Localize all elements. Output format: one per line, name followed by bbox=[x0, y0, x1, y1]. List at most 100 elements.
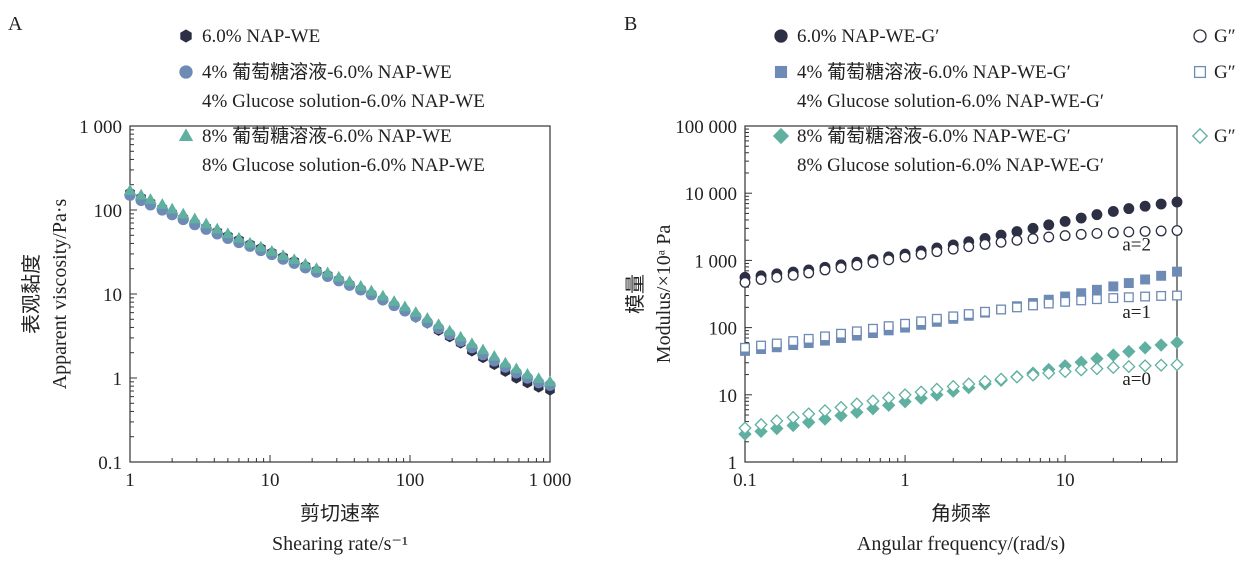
x-tick-label: 1 bbox=[125, 470, 135, 491]
legend-marker bbox=[774, 65, 788, 79]
data-point bbox=[883, 254, 895, 266]
data-point bbox=[755, 274, 767, 285]
panel-a-data-points bbox=[123, 184, 557, 396]
data-point bbox=[1172, 266, 1182, 277]
data-point bbox=[803, 267, 815, 279]
data-point bbox=[916, 316, 927, 327]
data-point bbox=[1091, 284, 1102, 295]
data-point bbox=[931, 246, 943, 258]
data-point bbox=[243, 236, 257, 248]
series-3 bbox=[123, 184, 557, 387]
data-point bbox=[1075, 228, 1087, 240]
data-point bbox=[786, 410, 800, 425]
data-point bbox=[134, 188, 148, 200]
y-tick-label: 1 000 bbox=[79, 117, 122, 138]
data-point bbox=[510, 362, 523, 374]
data-point bbox=[1027, 233, 1039, 245]
legend-label: G″ bbox=[1214, 26, 1236, 47]
data-point bbox=[820, 331, 830, 342]
series-5 bbox=[738, 335, 1184, 441]
x-tick-label: 1 000 bbox=[529, 470, 572, 491]
y-tick-label: 0.1 bbox=[98, 453, 122, 474]
panel-b-ylabel-en: Modulus/×10ᵃ Pa bbox=[653, 225, 675, 364]
data-point bbox=[1122, 359, 1136, 374]
data-point bbox=[1122, 344, 1136, 359]
data-point bbox=[802, 415, 816, 429]
data-point bbox=[898, 388, 912, 402]
data-point bbox=[1075, 212, 1087, 224]
data-point bbox=[288, 253, 301, 265]
data-point bbox=[177, 207, 190, 219]
data-point bbox=[476, 343, 490, 355]
y-tick-label: 100 bbox=[709, 319, 738, 340]
data-point bbox=[835, 262, 847, 274]
legend-label: 4% 葡萄糖溶液-6.0% NAP-WE bbox=[202, 61, 452, 83]
data-point bbox=[740, 342, 750, 353]
x-tick-label: 10 bbox=[1056, 470, 1075, 491]
data-point bbox=[1138, 341, 1152, 355]
data-point bbox=[156, 198, 169, 209]
data-point bbox=[978, 374, 992, 389]
data-point bbox=[914, 385, 928, 399]
data-point bbox=[1155, 225, 1167, 237]
data-point bbox=[1156, 270, 1167, 281]
data-point bbox=[232, 231, 246, 243]
data-point bbox=[770, 421, 784, 436]
data-point bbox=[1139, 200, 1151, 212]
data-point bbox=[1123, 203, 1135, 215]
panel-a-xlabel-en: Shearing rate/s⁻¹ bbox=[272, 533, 408, 555]
data-point bbox=[1058, 364, 1072, 379]
data-point bbox=[802, 407, 816, 421]
data-point bbox=[851, 259, 863, 271]
data-point bbox=[1140, 274, 1151, 285]
data-point bbox=[1123, 226, 1135, 238]
data-point bbox=[979, 238, 991, 250]
x-tick-label: 100 bbox=[396, 470, 425, 491]
data-point bbox=[1106, 348, 1120, 362]
data-point bbox=[254, 240, 267, 252]
data-point bbox=[1138, 359, 1152, 373]
legend-label: G″ bbox=[1214, 126, 1236, 147]
data-point bbox=[899, 251, 911, 263]
legend-label: 8% Glucose solution-6.0% NAP-WE-G′ bbox=[797, 155, 1104, 176]
data-point bbox=[1106, 360, 1120, 375]
y-tick-label: 10 bbox=[103, 285, 122, 306]
data-point bbox=[948, 311, 959, 322]
data-point bbox=[1059, 215, 1071, 227]
data-point bbox=[265, 245, 278, 256]
data-point bbox=[787, 269, 799, 281]
data-point bbox=[1090, 361, 1104, 376]
data-point bbox=[1010, 370, 1024, 384]
data-point bbox=[1026, 368, 1040, 382]
data-point bbox=[488, 350, 501, 361]
panel-b-legend: 6.0% NAP-WE-G′ G″ 4% 葡萄糖溶液-6.0% NAP-WE-G′ 4… bbox=[772, 26, 1236, 176]
data-point bbox=[1139, 225, 1151, 237]
data-point bbox=[818, 412, 832, 426]
y-tick-label: 1 bbox=[728, 453, 738, 474]
data-point bbox=[1123, 278, 1134, 289]
data-point bbox=[1155, 198, 1167, 210]
annotation: a=1 bbox=[1122, 302, 1151, 323]
panel-a-label: A bbox=[8, 13, 23, 35]
data-point bbox=[994, 372, 1008, 386]
data-point bbox=[1091, 209, 1103, 221]
data-point bbox=[931, 313, 942, 324]
data-point bbox=[123, 184, 137, 195]
panel-a: A 6.0% NAP-WE 4% 葡萄糖溶液-6.0% NAP-WE 4% Gluc… bbox=[8, 13, 571, 555]
data-point bbox=[1060, 296, 1071, 307]
legend-label: 6.0% NAP-WE bbox=[202, 26, 320, 47]
data-point bbox=[1091, 294, 1102, 305]
series-2 bbox=[739, 225, 1183, 288]
data-point bbox=[1107, 227, 1119, 239]
data-point bbox=[1027, 222, 1039, 234]
panel-a-legend: 6.0% NAP-WE 4% 葡萄糖溶液-6.0% NAP-WE 4% Glucos… bbox=[178, 26, 485, 176]
legend-marker bbox=[1193, 65, 1207, 79]
data-point bbox=[499, 356, 512, 368]
y-tick-label: 10 000 bbox=[685, 184, 737, 205]
data-point bbox=[454, 330, 467, 342]
data-point bbox=[962, 377, 976, 391]
data-point bbox=[850, 405, 864, 419]
legend-marker bbox=[178, 128, 194, 141]
